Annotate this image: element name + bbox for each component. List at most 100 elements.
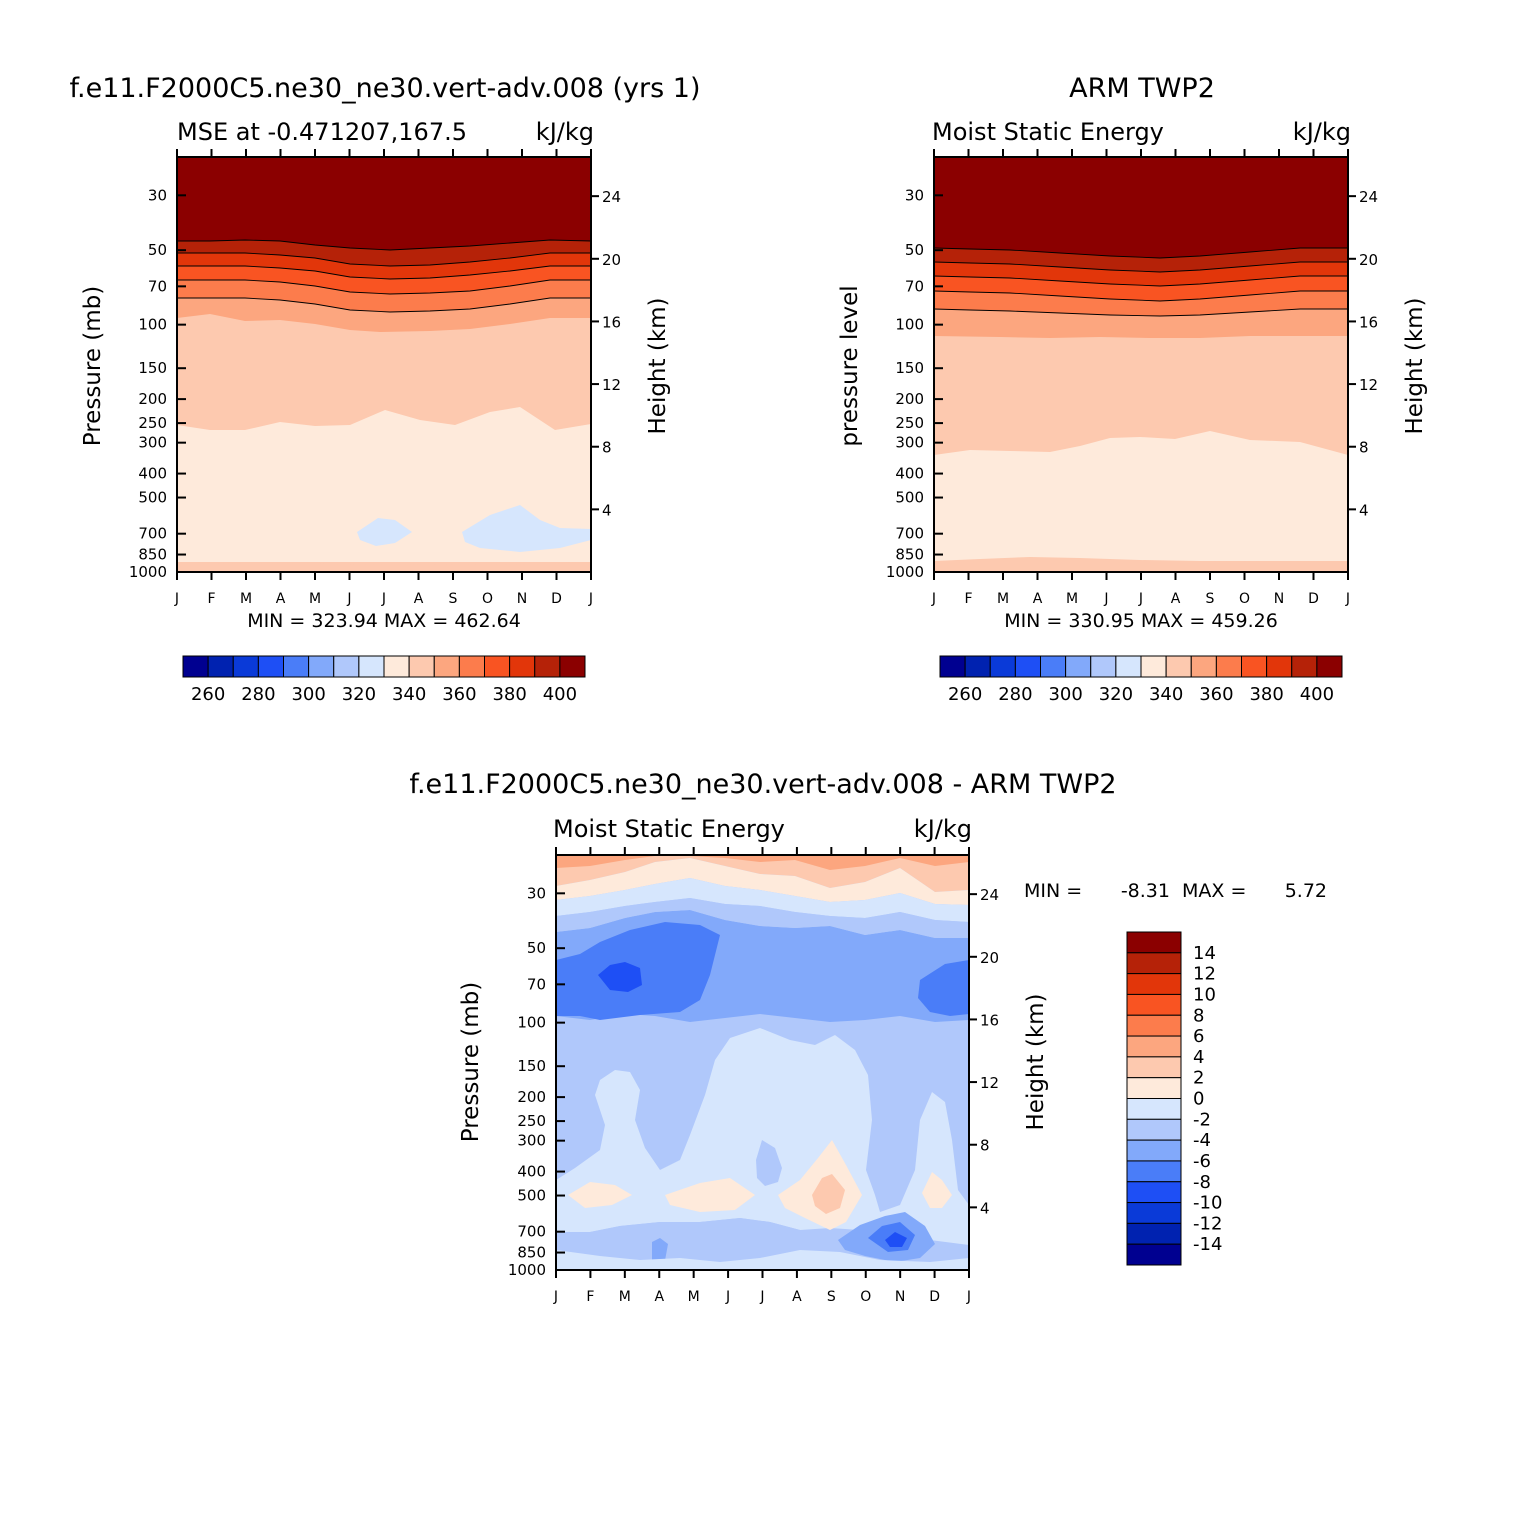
colorbar-box <box>1126 1222 1182 1245</box>
month-tick-label: J <box>1138 591 1143 607</box>
colorbar-label: 360 <box>442 684 476 705</box>
pressure-tick-label: 200 <box>138 390 167 408</box>
pressure-tick-label: 70 <box>527 975 546 993</box>
pressure-tick-label: 300 <box>895 434 924 452</box>
colorbar-label: 300 <box>1048 684 1082 705</box>
month-tick-label: J <box>931 591 936 607</box>
colorbar-label: 10 <box>1193 984 1216 1005</box>
colorbar-box <box>1126 1160 1182 1183</box>
pressure-tick-label: 100 <box>138 316 167 334</box>
height-tick-label: 4 <box>602 501 612 519</box>
colorbar-box <box>358 655 385 678</box>
colorbar-label: 400 <box>543 684 577 705</box>
y2-axis-label: Height (km) <box>1402 297 1428 434</box>
colorbar-box <box>1126 993 1182 1016</box>
month-tick-label: A <box>1171 591 1181 607</box>
panel-units: kJ/kg <box>1293 118 1351 146</box>
height-tick-label: 8 <box>602 439 612 457</box>
max-label: MAX = <box>1182 880 1246 902</box>
month-tick-label: S <box>449 591 458 607</box>
month-tick-label: D <box>551 591 562 607</box>
height-tick-label: 16 <box>602 313 621 331</box>
pressure-tick-label: 850 <box>895 546 924 564</box>
colorbar-box <box>1126 973 1182 995</box>
pressure-tick-label: 200 <box>895 390 924 408</box>
pressure-tick-label: 400 <box>895 465 924 483</box>
colorbar-label: 340 <box>392 684 426 705</box>
month-tick-label: F <box>586 1289 594 1305</box>
colorbar-label: 260 <box>191 684 225 705</box>
colorbar-box <box>433 655 460 678</box>
month-tick-label: M <box>688 1289 700 1305</box>
height-tick-label: 24 <box>602 188 621 206</box>
pressure-tick-label: 200 <box>517 1088 546 1106</box>
colorbar-box <box>1126 1056 1182 1079</box>
height-tick-label: 24 <box>980 886 999 904</box>
month-tick-label: S <box>827 1289 836 1305</box>
month-tick-label: O <box>860 1289 871 1305</box>
panel-title: f.e11.F2000C5.ne30_ne30.vert-adv.008 - A… <box>409 769 1116 800</box>
colorbar-box <box>1316 655 1343 678</box>
colorbar: 260 280 300 320 340 360 380 400 <box>182 655 586 705</box>
month-tick-label: A <box>414 591 424 607</box>
colorbar-box <box>1065 655 1092 678</box>
colorbar-box <box>1126 1202 1182 1224</box>
pressure-tick-label: 300 <box>517 1132 546 1150</box>
colorbar-label: 280 <box>241 684 275 705</box>
month-tick-label: F <box>207 591 215 607</box>
month-tick-label: J <box>381 591 386 607</box>
colorbar-box <box>1126 1243 1182 1266</box>
height-tick-label: 24 <box>1359 188 1378 206</box>
y-axis-label: Pressure (mb) <box>458 982 484 1142</box>
pressure-tick-label: 150 <box>517 1057 546 1075</box>
pressure-tick-label: 30 <box>905 186 924 204</box>
max-value: 5.72 <box>1285 880 1327 902</box>
colorbar-box <box>509 655 536 678</box>
min-value: -8.31 <box>1121 880 1170 902</box>
colorbar-box <box>1126 1139 1182 1162</box>
pressure-tick-label: 50 <box>905 241 924 259</box>
contour-fill <box>177 157 591 572</box>
colorbar: 260 280 300 320 340 360 380 400 <box>939 655 1343 705</box>
pressure-tick-label: 500 <box>895 489 924 507</box>
colorbar-label: 8 <box>1193 1005 1204 1026</box>
pressure-tick-label: 250 <box>138 414 167 432</box>
panel-subtitle-left: MSE at -0.471207,167.5 <box>177 118 467 146</box>
colorbar-box <box>207 655 234 678</box>
colorbar-box <box>1291 655 1318 678</box>
colorbar-box <box>1090 655 1117 678</box>
panel-title: ARM TWP2 <box>1069 73 1215 104</box>
colorbar-box <box>1040 655 1067 678</box>
month-tick-label: N <box>1274 591 1284 607</box>
month-tick-label: S <box>1206 591 1215 607</box>
month-tick-label: A <box>276 591 286 607</box>
pressure-tick-label: 250 <box>517 1112 546 1130</box>
y2-axis-label: Height (km) <box>1023 993 1049 1130</box>
month-tick-label: O <box>482 591 493 607</box>
colorbar-box <box>1126 952 1182 975</box>
month-tick-label: A <box>654 1289 664 1305</box>
colorbar-box <box>308 655 335 678</box>
colorbar-box <box>1140 655 1167 678</box>
pressure-tick-label: 250 <box>895 414 924 432</box>
colorbar-box <box>1115 655 1142 678</box>
colorbar-label: 2 <box>1193 1068 1204 1089</box>
month-tick-label: M <box>997 591 1009 607</box>
contour-fill <box>556 855 969 1270</box>
panel-observation: ARM TWP2 Moist Static Energy kJ/kg 30 50 7… <box>837 73 1428 705</box>
colorbar-label: 400 <box>1300 684 1334 705</box>
colorbar-label: -4 <box>1193 1130 1211 1151</box>
pressure-tick-label: 1000 <box>886 563 924 581</box>
y-axis-label: Pressure (mb) <box>80 286 106 446</box>
month-tick-label: A <box>1033 591 1043 607</box>
month-tick-label: M <box>309 591 321 607</box>
pressure-tick-label: 700 <box>895 525 924 543</box>
panel-units: kJ/kg <box>536 118 594 146</box>
colorbar-box <box>1014 655 1041 678</box>
colorbar-box <box>1126 931 1182 954</box>
colorbar-box <box>534 655 561 678</box>
colorbar-box <box>1126 1181 1182 1204</box>
month-tick-label: J <box>174 591 179 607</box>
